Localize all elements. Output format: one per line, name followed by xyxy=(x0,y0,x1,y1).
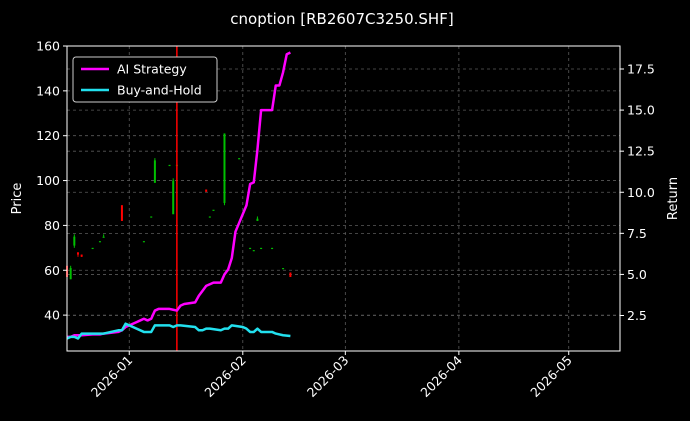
candle-body xyxy=(238,158,241,160)
candle-body xyxy=(91,247,94,250)
series-lines xyxy=(66,51,291,340)
plot-frame xyxy=(66,45,621,352)
y2-tick-label: 12.5 xyxy=(627,144,655,159)
legend-label-buy-and-hold: Buy-and-Hold xyxy=(117,83,202,98)
candle-body xyxy=(271,247,274,250)
candle-body xyxy=(223,133,226,203)
candle-body xyxy=(282,268,285,270)
candle-body xyxy=(172,180,175,215)
y2-tick-label: 10.0 xyxy=(627,185,655,200)
candle-body xyxy=(208,216,211,218)
candle-body xyxy=(256,218,259,221)
candle-body xyxy=(102,236,105,238)
candle-body xyxy=(150,216,153,218)
y-axis-label: Price xyxy=(10,183,25,215)
legend: AI Strategy Buy-and-Hold xyxy=(72,56,218,103)
y2-axis-label: Return xyxy=(666,177,681,220)
candle-body xyxy=(260,247,263,250)
chart-title: cnoption [RB2607C3250.SHF] xyxy=(230,10,453,28)
y-tick-label: 60 xyxy=(44,263,60,278)
candle-body xyxy=(142,241,145,243)
candle-body xyxy=(98,241,101,243)
candle-body xyxy=(289,272,292,277)
y-tick-label: 40 xyxy=(44,308,60,323)
candle-body xyxy=(252,250,255,252)
y-tick-label: 160 xyxy=(36,39,60,54)
y2-tick-label: 2.5 xyxy=(627,308,647,323)
candle-body xyxy=(205,189,208,192)
candle-body xyxy=(80,254,83,257)
legend-label-ai-strategy: AI Strategy xyxy=(117,62,187,77)
y-tick-label: 100 xyxy=(36,173,60,188)
candle-body xyxy=(249,247,252,250)
candle-body xyxy=(153,160,156,183)
candle-body xyxy=(73,236,76,246)
y2-tick-label: 5.0 xyxy=(627,267,647,282)
y-tick-label: 140 xyxy=(36,83,60,98)
candle-body xyxy=(168,164,171,167)
y2-tick-label: 17.5 xyxy=(627,62,655,77)
y-tick-label: 80 xyxy=(44,218,60,233)
y2-tick-label: 7.5 xyxy=(627,226,647,241)
candle-body xyxy=(76,252,79,255)
series-line-buy-and-hold xyxy=(66,322,291,340)
candle-body xyxy=(120,205,123,221)
candle-body xyxy=(212,209,215,211)
y-tick-label: 120 xyxy=(36,128,60,143)
y2-tick-label: 15.0 xyxy=(627,103,655,118)
candle-body xyxy=(69,268,72,280)
